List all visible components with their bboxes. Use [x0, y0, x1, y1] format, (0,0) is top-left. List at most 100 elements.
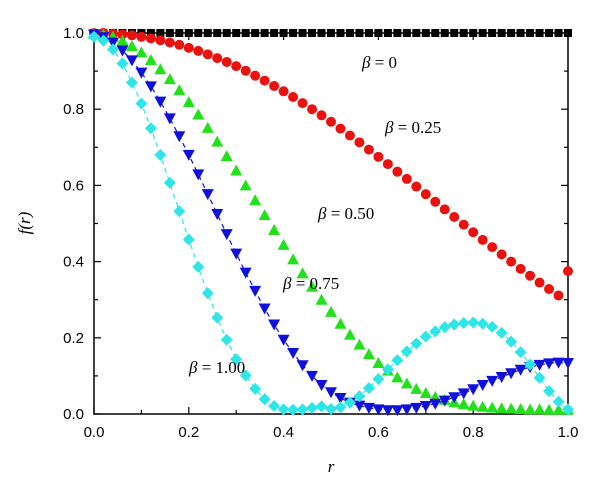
data-point: [402, 29, 411, 37]
data-point: [458, 219, 469, 230]
data-point: [543, 385, 556, 398]
data-point: [307, 104, 318, 115]
data-point: [315, 400, 328, 413]
data-point: [287, 348, 300, 360]
data-point: [289, 29, 298, 37]
data-point: [419, 330, 432, 343]
data-point: [201, 189, 214, 201]
data-point: [505, 335, 518, 348]
data-point: [381, 405, 394, 417]
data-point: [450, 29, 459, 37]
data-point: [457, 398, 470, 410]
data-point: [182, 149, 195, 161]
data-point: [277, 334, 290, 346]
data-point: [183, 42, 194, 53]
data-point: [325, 305, 337, 317]
data-point: [362, 348, 375, 360]
data-point: [488, 29, 497, 37]
data-point: [325, 403, 337, 416]
data-point: [410, 402, 423, 414]
data-point: [477, 234, 488, 245]
data-point: [543, 358, 556, 370]
data-point: [419, 387, 432, 399]
data-point: [192, 260, 205, 273]
data-point: [279, 29, 288, 37]
data-point: [552, 357, 565, 369]
data-point: [439, 204, 450, 215]
data-point: [116, 45, 129, 57]
data-point: [287, 253, 300, 265]
y-tick-label: 1.0: [63, 25, 84, 42]
data-point: [258, 209, 271, 221]
data-point: [448, 318, 461, 331]
data-point: [164, 37, 175, 48]
data-point: [363, 144, 374, 155]
data-point: [306, 280, 319, 292]
data-point: [438, 321, 451, 334]
data-point: [220, 150, 233, 162]
data-point: [220, 229, 233, 241]
data-point: [497, 29, 506, 37]
data-point: [211, 311, 224, 324]
data-point: [260, 29, 269, 37]
data-point: [467, 384, 480, 396]
data-point: [515, 263, 526, 274]
data-point: [232, 29, 241, 37]
data-point: [116, 57, 129, 70]
series-layer: [88, 27, 574, 417]
annotations: β = 0 β = 0.25 β = 0.50 β = 0.75 β = 1.0…: [188, 53, 441, 377]
data-point: [230, 353, 243, 366]
data-point: [193, 45, 204, 56]
data-point: [173, 205, 186, 218]
data-point: [506, 256, 517, 267]
data-point: [192, 169, 205, 181]
data-point: [411, 181, 422, 192]
data-point: [156, 29, 165, 37]
data-point: [382, 159, 393, 170]
data-point: [135, 67, 148, 79]
data-point: [381, 363, 394, 376]
data-point: [353, 338, 366, 350]
series-dashed-line: [93, 36, 569, 411]
y-tick-label: 0.6: [63, 177, 84, 194]
data-point: [562, 357, 574, 369]
data-point: [486, 320, 499, 333]
data-point: [476, 400, 489, 412]
x-tick-label: 0.0: [84, 424, 105, 441]
data-point: [117, 29, 128, 40]
series-beta-0-75: [88, 29, 574, 417]
data-point: [220, 333, 233, 346]
data-point: [97, 34, 110, 47]
data-point: [448, 392, 461, 404]
data-point: [487, 242, 498, 253]
data-point: [336, 29, 345, 37]
y-tick-label: 0.2: [63, 330, 84, 347]
data-point: [146, 29, 155, 37]
data-point: [230, 164, 243, 176]
data-point: [250, 70, 261, 81]
data-point: [144, 122, 157, 135]
data-point: [430, 196, 441, 207]
data-point: [125, 55, 138, 67]
data-point: [334, 392, 347, 404]
data-point: [495, 402, 508, 414]
annotation-beta-0-75: β = 0.75: [282, 274, 339, 293]
series-beta-0-25: [89, 28, 573, 301]
y-tick-label: 0.4: [63, 254, 84, 271]
data-point: [213, 29, 222, 37]
data-point: [562, 403, 574, 416]
data-point: [552, 403, 565, 415]
data-point: [410, 337, 423, 350]
data-point: [486, 375, 499, 387]
x-tick-label: 0.4: [273, 424, 294, 441]
data-point: [514, 403, 527, 415]
data-point: [241, 29, 250, 37]
data-point: [533, 403, 546, 415]
y-tick-label: 0.0: [63, 406, 84, 423]
data-point: [534, 277, 545, 288]
data-point: [182, 95, 195, 107]
data-point: [277, 238, 290, 250]
data-point: [268, 319, 281, 331]
data-point: [524, 358, 537, 371]
data-point: [505, 368, 518, 380]
